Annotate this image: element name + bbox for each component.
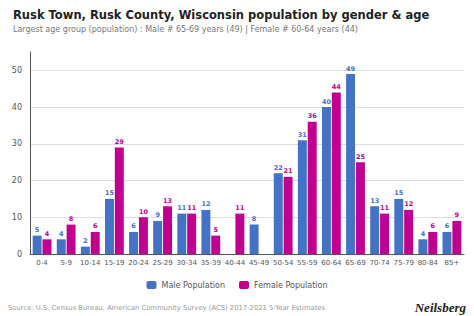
svg-text:8: 8: [69, 215, 74, 223]
svg-text:6: 6: [93, 222, 98, 230]
svg-text:65-69: 65-69: [345, 259, 365, 267]
svg-text:4: 4: [45, 230, 50, 238]
svg-text:4: 4: [421, 230, 426, 238]
svg-text:0-4: 0-4: [36, 259, 48, 267]
svg-text:15-19: 15-19: [104, 259, 124, 267]
svg-text:80-84: 80-84: [418, 259, 439, 267]
svg-text:35-39: 35-39: [201, 259, 221, 267]
svg-text:0: 0: [17, 250, 22, 259]
svg-text:12: 12: [404, 200, 413, 208]
svg-text:10: 10: [12, 213, 22, 222]
svg-text:5-9: 5-9: [60, 259, 71, 267]
svg-text:30-34: 30-34: [177, 259, 198, 267]
svg-text:31: 31: [298, 131, 308, 139]
svg-text:20-24: 20-24: [128, 259, 149, 267]
svg-text:20: 20: [12, 176, 22, 185]
svg-text:11: 11: [235, 204, 245, 212]
svg-text:25: 25: [356, 153, 366, 161]
svg-text:45-49: 45-49: [249, 259, 269, 267]
svg-text:13: 13: [370, 197, 379, 205]
svg-text:Rusk Town, Rusk County, Wiscon: Rusk Town, Rusk County, Wisconsin popula…: [13, 8, 429, 22]
svg-text:50-54: 50-54: [273, 259, 294, 267]
svg-text:55-59: 55-59: [297, 259, 317, 267]
svg-text:11: 11: [380, 204, 390, 212]
svg-text:29: 29: [115, 138, 125, 146]
svg-text:10: 10: [139, 208, 149, 216]
svg-text:13: 13: [163, 197, 172, 205]
svg-text:5: 5: [213, 226, 218, 234]
svg-text:Largest age group (population): Largest age group (population) : Male # …: [13, 25, 358, 34]
svg-text:9: 9: [155, 211, 160, 219]
svg-text:Female Population: Female Population: [254, 281, 328, 290]
svg-text:6: 6: [430, 222, 435, 230]
svg-text:6: 6: [445, 222, 450, 230]
svg-text:2: 2: [83, 237, 88, 245]
svg-text:36: 36: [308, 112, 318, 120]
svg-text:8: 8: [252, 215, 257, 223]
svg-text:60-64: 60-64: [321, 259, 342, 267]
svg-text:40-44: 40-44: [225, 259, 246, 267]
svg-text:40: 40: [12, 103, 22, 112]
svg-text:15: 15: [105, 189, 115, 197]
svg-text:85+: 85+: [445, 259, 460, 267]
svg-text:21: 21: [284, 167, 294, 175]
svg-text:70-74: 70-74: [369, 259, 390, 267]
svg-text:Source: U.S. Census Bureau, Am: Source: U.S. Census Bureau, American Com…: [8, 304, 326, 312]
svg-text:9: 9: [455, 211, 460, 219]
svg-text:75-79: 75-79: [394, 259, 414, 267]
svg-text:6: 6: [131, 222, 136, 230]
svg-text:5: 5: [35, 226, 40, 234]
svg-text:11: 11: [187, 204, 197, 212]
svg-text:44: 44: [332, 83, 342, 91]
svg-text:Neilsberg: Neilsberg: [414, 300, 467, 315]
svg-text:40: 40: [322, 98, 332, 106]
svg-text:12: 12: [201, 200, 210, 208]
svg-text:22: 22: [274, 164, 283, 172]
svg-text:30: 30: [12, 139, 22, 148]
svg-text:11: 11: [177, 204, 187, 212]
svg-text:Male Population: Male Population: [161, 281, 225, 290]
svg-text:25-29: 25-29: [152, 259, 172, 267]
svg-text:49: 49: [346, 65, 356, 73]
svg-text:15: 15: [394, 189, 404, 197]
svg-text:4: 4: [59, 230, 64, 238]
svg-text:50: 50: [12, 66, 22, 75]
svg-text:10-14: 10-14: [80, 259, 101, 267]
